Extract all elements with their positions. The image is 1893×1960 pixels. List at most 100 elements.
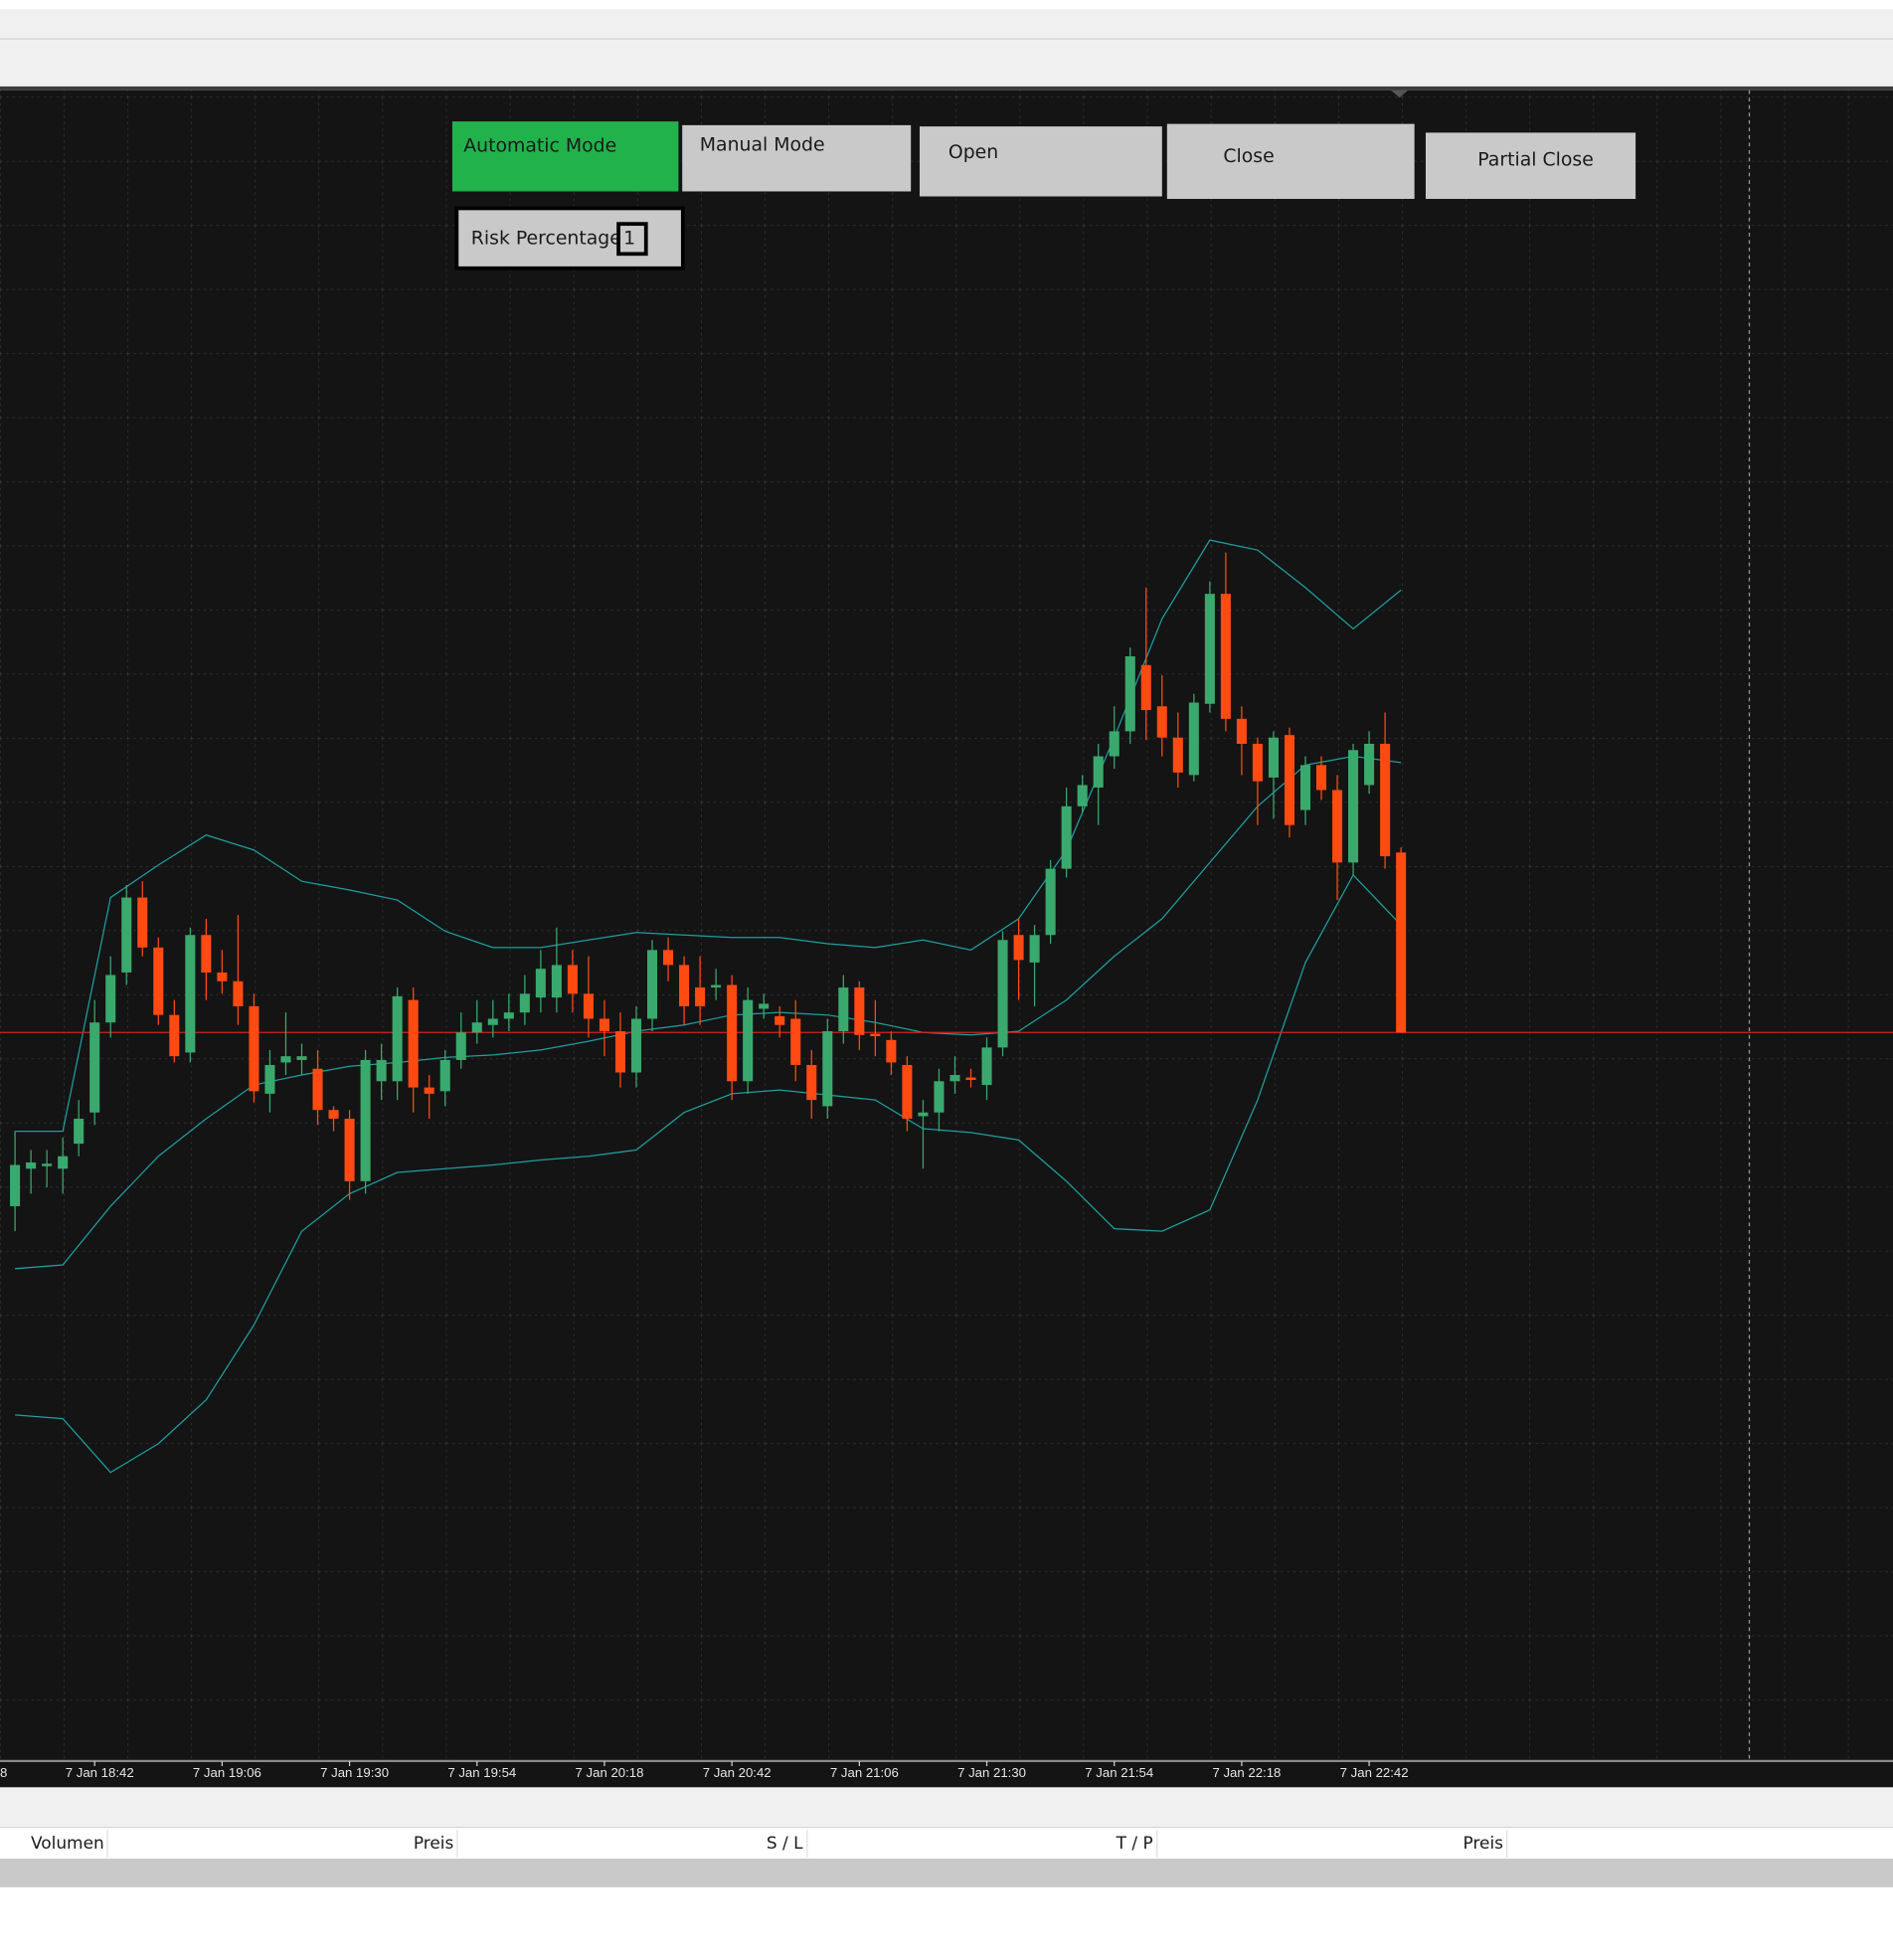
candle-body [614, 1031, 626, 1073]
top-margin [0, 0, 1893, 9]
candle-body [965, 1077, 976, 1081]
column-header[interactable]: Preis [414, 1833, 454, 1853]
candle-body [790, 1018, 801, 1065]
candle-body [439, 1059, 450, 1092]
candle-body [360, 1059, 371, 1181]
candle-body [567, 965, 578, 994]
candle-body [1172, 737, 1183, 773]
chart-border [0, 86, 1893, 90]
button-label[interactable]: Partial Close [1477, 150, 1594, 171]
candle-body [1284, 735, 1295, 825]
time-ticks: 8 7 Jan 18:42 7 Jan 19:06 7 Jan 19:30 7 Jan … [0, 1760, 1409, 1780]
candle-body [137, 897, 148, 948]
candle-body [1077, 785, 1088, 806]
x-tick-label: 7 Jan 19:30 [320, 1765, 389, 1780]
button-label[interactable]: Open [948, 142, 998, 163]
candle-body [981, 1047, 992, 1086]
x-tick-label: 7 Jan 22:42 [1340, 1765, 1409, 1780]
candle-body [806, 1064, 817, 1101]
candle-body [519, 993, 530, 1013]
candle-body [264, 1064, 275, 1094]
candle-body [1061, 805, 1072, 869]
candle-body [630, 1018, 642, 1073]
candle-body [551, 965, 562, 998]
panel-bar [0, 1787, 1893, 1828]
candle-body [376, 1059, 387, 1082]
risk-input[interactable] [616, 222, 648, 257]
candle-body [312, 1068, 323, 1111]
candle-body [1236, 718, 1247, 744]
x-tick-label: 7 Jan 18:42 [66, 1765, 134, 1780]
candle-body [201, 935, 212, 973]
candle-body [870, 1033, 881, 1037]
button-label[interactable]: Manual Mode [700, 134, 825, 155]
candle-body [424, 1087, 434, 1094]
candle-body [997, 940, 1008, 1048]
candle-body [1124, 655, 1135, 732]
candle-body [759, 1003, 770, 1009]
candle-body [487, 1018, 498, 1025]
candle-body [663, 950, 674, 966]
candle-body [233, 980, 244, 1006]
candle-body [392, 995, 403, 1082]
candle-body [26, 1161, 37, 1169]
candle-body [1140, 664, 1151, 711]
bollinger-band [15, 755, 1402, 1270]
scrollbar[interactable] [0, 1859, 1893, 1887]
column-header[interactable]: T / P [1116, 1833, 1153, 1853]
column-header[interactable]: S / L [767, 1833, 803, 1853]
candle-body [1045, 868, 1056, 936]
partial-close-button[interactable] [1425, 132, 1636, 200]
plot [0, 539, 1893, 1474]
candle-body [902, 1064, 913, 1120]
close-button[interactable] [1166, 123, 1415, 200]
candle-body [296, 1056, 307, 1060]
x-tick-label: 7 Jan 20:18 [576, 1765, 644, 1780]
grid [0, 89, 1893, 1760]
candle-body [1348, 750, 1359, 863]
risk-value[interactable]: 1 [623, 229, 635, 250]
x-tick-label: 7 Jan 21:30 [957, 1765, 1026, 1780]
risk-label: Risk Percentage: [471, 229, 627, 250]
candle-body [1396, 852, 1407, 1033]
candle-body [1156, 706, 1167, 738]
button-label[interactable]: Automatic Mode [463, 136, 616, 157]
bollinger-band [15, 873, 1402, 1474]
candle-body [408, 999, 419, 1088]
candle-body [535, 969, 546, 998]
candle-body [10, 1164, 21, 1206]
candle-body [949, 1075, 960, 1082]
candle-body [679, 965, 690, 1006]
column-header[interactable]: Preis [1463, 1833, 1504, 1853]
column-header[interactable]: Volumen [31, 1833, 104, 1853]
button-label[interactable]: Close [1223, 146, 1274, 167]
x-tick-label: 8 [0, 1765, 7, 1780]
toolbar [0, 8, 1893, 89]
candle-body [1029, 935, 1040, 963]
candle-body [42, 1163, 53, 1166]
candle-body [838, 987, 849, 1032]
x-tick-label: 7 Jan 21:06 [830, 1765, 899, 1780]
candle-body [249, 1005, 259, 1092]
candle-body [121, 897, 132, 973]
open-button[interactable] [919, 126, 1162, 197]
candle-body [1364, 743, 1375, 786]
mode-button[interactable] [682, 124, 912, 192]
candle-body [74, 1119, 85, 1145]
candle-body [1299, 765, 1311, 810]
candle-body [280, 1056, 291, 1063]
x-tick-label: 7 Jan 21:54 [1085, 1765, 1153, 1780]
candle-body [647, 950, 658, 1019]
candle-body [58, 1156, 69, 1169]
candle-body [1268, 737, 1279, 778]
x-tick-label: 7 Jan 22:18 [1212, 1765, 1281, 1780]
shift-marker [1390, 89, 1409, 98]
candle-body [822, 1031, 833, 1107]
candle-body [471, 1022, 482, 1033]
mode-button[interactable] [451, 121, 679, 192]
x-tick-label: 7 Jan 19:54 [447, 1765, 516, 1780]
candle-body [455, 1032, 466, 1060]
candle-body [695, 987, 706, 1006]
